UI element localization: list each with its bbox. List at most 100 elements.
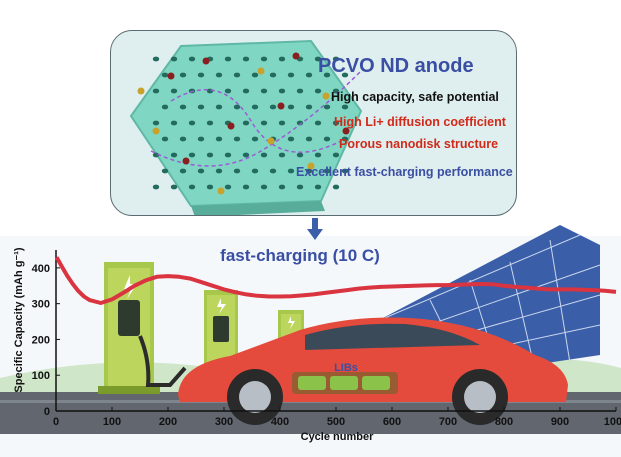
pore xyxy=(260,56,268,62)
pore xyxy=(260,152,268,158)
x-tick-label: 200 xyxy=(159,416,177,428)
pore xyxy=(341,168,349,174)
pore xyxy=(278,88,286,94)
ion xyxy=(342,127,350,135)
pore xyxy=(251,168,259,174)
y-tick-label: 100 xyxy=(32,370,50,382)
pore xyxy=(341,136,349,142)
pore xyxy=(161,168,169,174)
pore xyxy=(260,120,268,126)
capacity-curve xyxy=(54,256,617,305)
pore xyxy=(314,120,322,126)
pore xyxy=(206,184,214,190)
y-tick-label: 0 xyxy=(44,406,50,418)
pore xyxy=(332,88,340,94)
x-axis-label: Cycle number xyxy=(301,431,374,443)
pore xyxy=(152,120,160,126)
pore xyxy=(224,184,232,190)
pore xyxy=(314,184,322,190)
y-axis-label: Specific Capacity (mAh g⁻¹) xyxy=(13,247,25,393)
ion xyxy=(257,67,265,75)
pore xyxy=(170,88,178,94)
pore xyxy=(269,72,277,78)
pore xyxy=(215,136,223,142)
pore xyxy=(161,104,169,110)
pore xyxy=(188,184,196,190)
pore xyxy=(296,152,304,158)
pore xyxy=(305,136,313,142)
ion xyxy=(152,127,160,135)
pore xyxy=(314,56,322,62)
pore xyxy=(341,72,349,78)
ion xyxy=(202,57,210,65)
pore xyxy=(188,56,196,62)
pore xyxy=(188,120,196,126)
pore xyxy=(332,120,340,126)
pore xyxy=(179,104,187,110)
pore xyxy=(278,56,286,62)
feature-diffusion: High Li+ diffusion coefficient xyxy=(334,115,506,129)
x-tick-label: 100 xyxy=(103,416,121,428)
pore xyxy=(251,104,259,110)
pore xyxy=(242,88,250,94)
pore xyxy=(215,72,223,78)
ion xyxy=(227,122,235,130)
porous-nanodisk-icon xyxy=(129,39,363,215)
battery-label: LIBs xyxy=(334,362,358,374)
pore xyxy=(287,104,295,110)
pore xyxy=(233,136,241,142)
pore xyxy=(296,184,304,190)
pore xyxy=(170,184,178,190)
x-tick-label: 0 xyxy=(53,416,59,428)
x-tick-label: 800 xyxy=(495,416,513,428)
feature-structure: Porous nanodisk structure xyxy=(339,137,499,151)
pore xyxy=(269,168,277,174)
pore xyxy=(170,120,178,126)
pore xyxy=(323,104,331,110)
pore xyxy=(314,152,322,158)
pore xyxy=(188,152,196,158)
pore xyxy=(278,184,286,190)
pore xyxy=(332,56,340,62)
pore xyxy=(197,72,205,78)
pore xyxy=(296,88,304,94)
pore xyxy=(305,168,313,174)
pore xyxy=(224,88,232,94)
pore xyxy=(233,168,241,174)
pore xyxy=(323,72,331,78)
pore xyxy=(242,120,250,126)
pore xyxy=(206,152,214,158)
x-tick-label: 900 xyxy=(551,416,569,428)
pore xyxy=(332,152,340,158)
pore xyxy=(179,168,187,174)
pore xyxy=(206,120,214,126)
ion xyxy=(267,137,275,145)
x-tick-label: 500 xyxy=(327,416,345,428)
pore xyxy=(197,104,205,110)
pore xyxy=(260,184,268,190)
pore xyxy=(278,152,286,158)
pore xyxy=(242,152,250,158)
ion xyxy=(307,162,315,170)
x-tick-label: 700 xyxy=(439,416,457,428)
x-tick-label: 400 xyxy=(271,416,289,428)
pore xyxy=(170,56,178,62)
pore xyxy=(233,104,241,110)
pore xyxy=(323,136,331,142)
pore xyxy=(323,168,331,174)
pore xyxy=(260,88,268,94)
pore xyxy=(152,88,160,94)
y-tick-label: 200 xyxy=(32,334,50,346)
pore xyxy=(197,168,205,174)
y-tick-label: 400 xyxy=(32,263,50,275)
pore xyxy=(242,56,250,62)
pore xyxy=(161,72,169,78)
pore xyxy=(278,120,286,126)
chart-title: fast-charging (10 C) xyxy=(220,246,380,265)
pore xyxy=(170,152,178,158)
pore xyxy=(152,56,160,62)
ion xyxy=(167,72,175,80)
